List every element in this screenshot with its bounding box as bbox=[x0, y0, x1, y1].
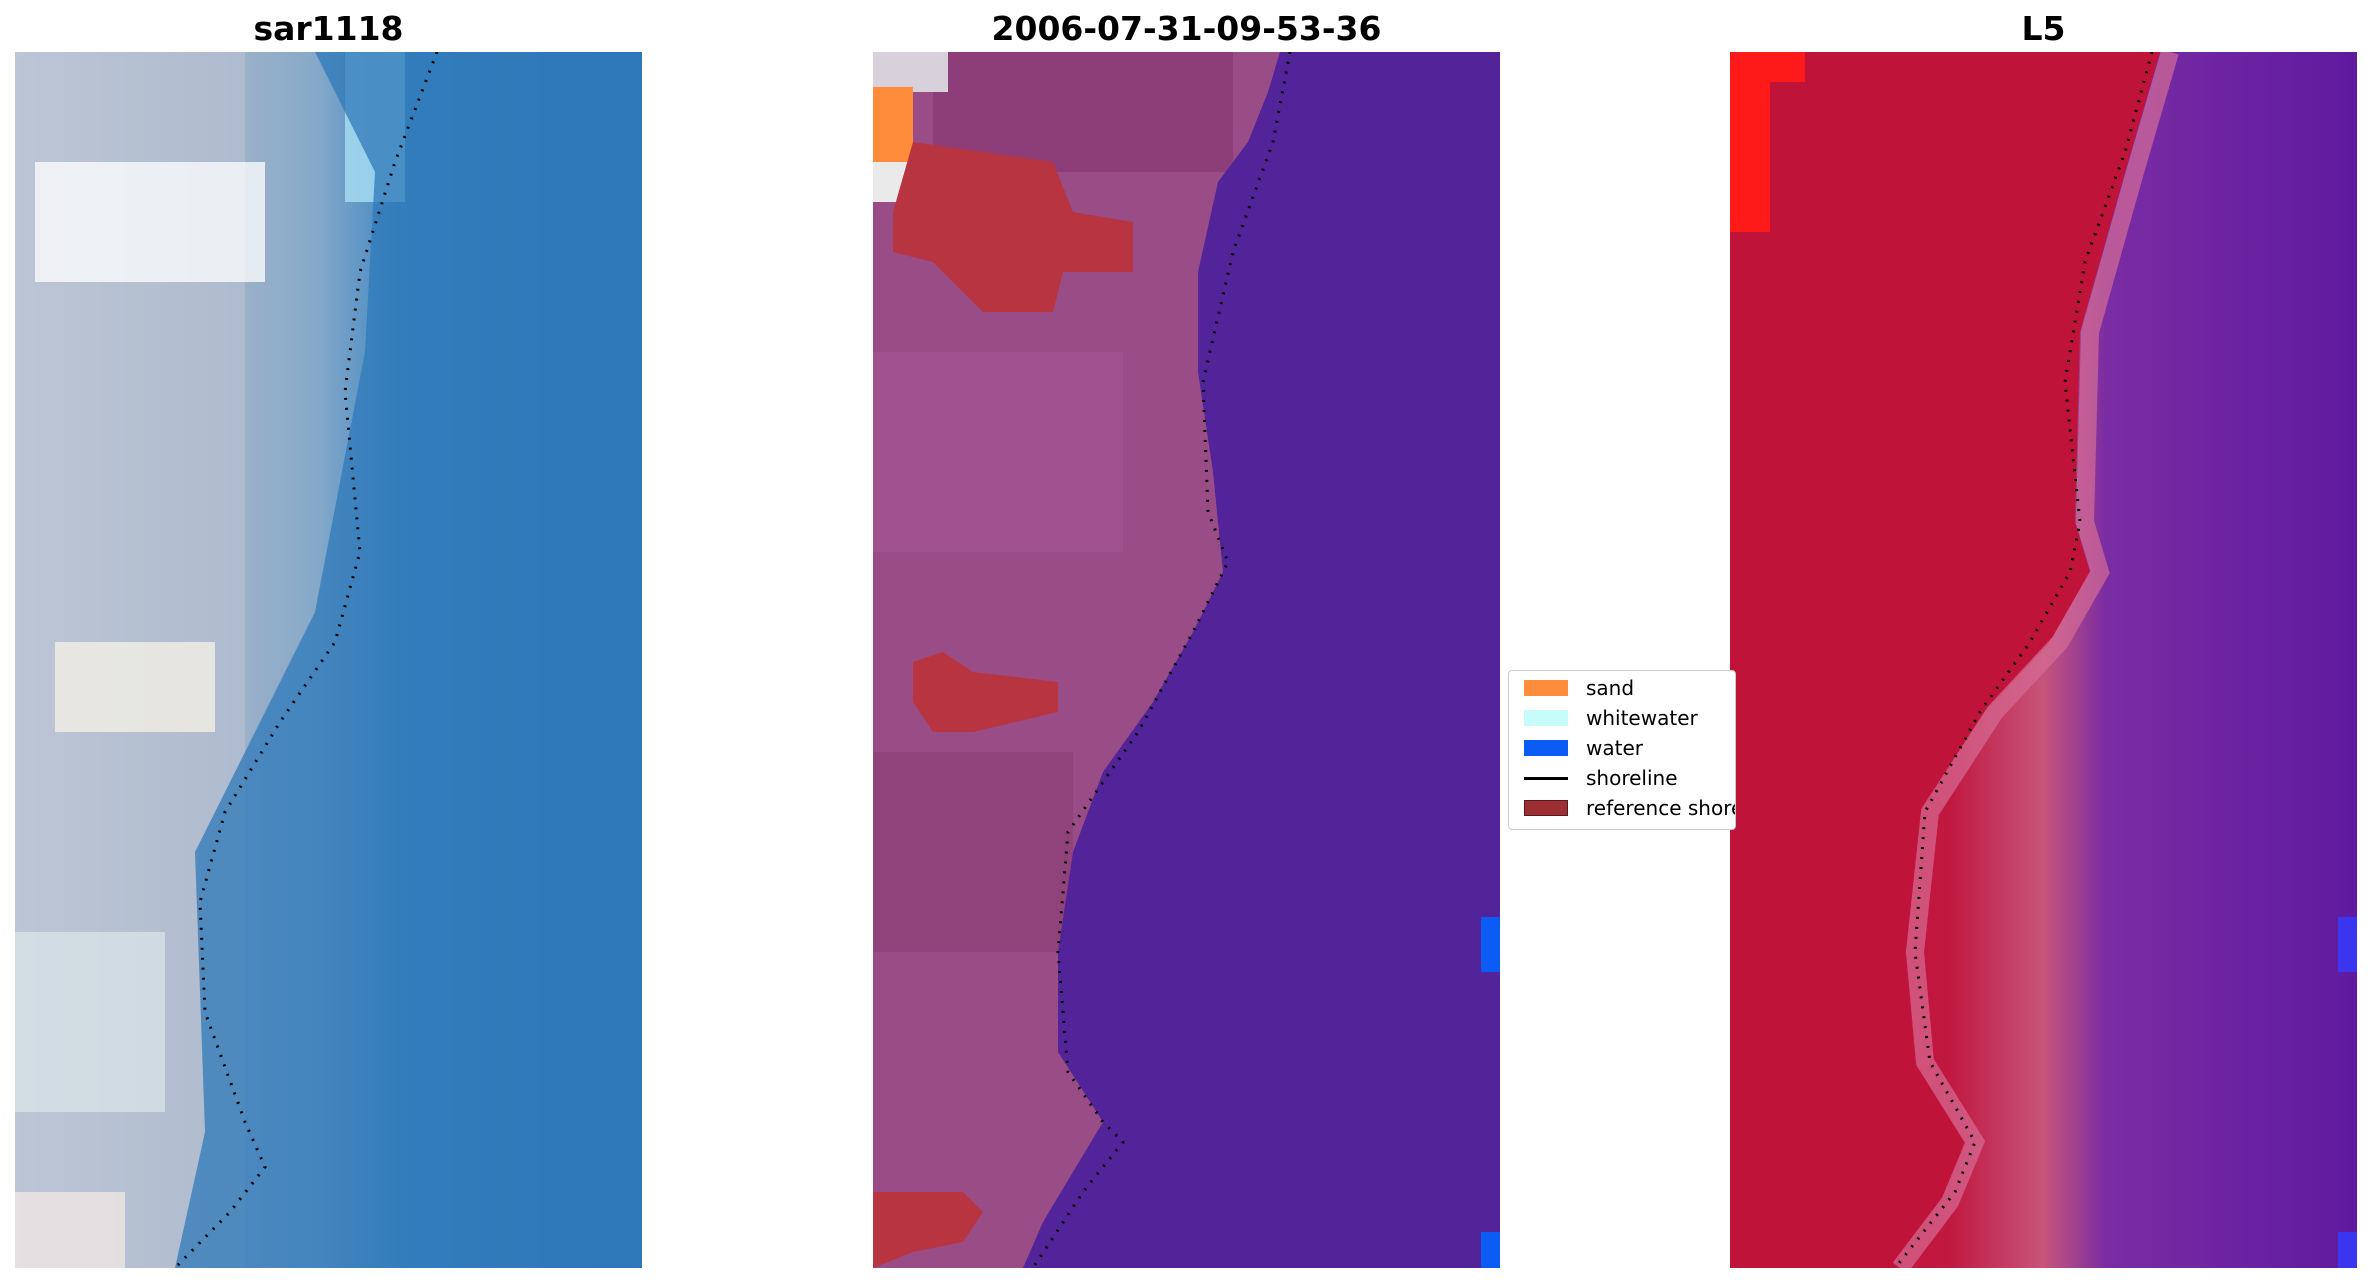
water-region bbox=[1023, 52, 1500, 1268]
water-swatch bbox=[1524, 740, 1568, 756]
shoreline-line-swatch bbox=[1524, 777, 1568, 780]
reference-shoreline-swatch bbox=[1524, 800, 1568, 816]
panel-title-sar1118: sar1118 bbox=[253, 9, 404, 48]
panel-title-date: 2006-07-31-09-53-36 bbox=[991, 9, 1382, 48]
reference-shoreline-region bbox=[893, 142, 1133, 312]
shoreline bbox=[1031, 52, 1292, 1268]
legend-item-reference-shoreline: reference shoreline bbox=[1517, 793, 1735, 823]
legend-item-shoreline: shoreline bbox=[1517, 763, 1735, 793]
legend-item-water: water bbox=[1517, 733, 1735, 763]
classified-image bbox=[873, 52, 1500, 1268]
land-region bbox=[1730, 52, 2160, 1268]
sand-swatch bbox=[1524, 680, 1568, 696]
legend-item-sand: sand bbox=[1517, 673, 1735, 703]
panel-title-l5: L5 bbox=[2021, 9, 2066, 48]
whitewater-swatch bbox=[1524, 710, 1568, 726]
l5-image bbox=[1730, 52, 2357, 1268]
legend: sand whitewater water shoreline referenc… bbox=[1508, 670, 1736, 830]
reference-shoreline-region bbox=[913, 652, 1058, 732]
shoreline bbox=[1893, 52, 2154, 1268]
satellite-rgb-image bbox=[15, 52, 642, 1268]
legend-item-whitewater: whitewater bbox=[1517, 703, 1735, 733]
reference-shoreline-region bbox=[873, 1192, 983, 1268]
